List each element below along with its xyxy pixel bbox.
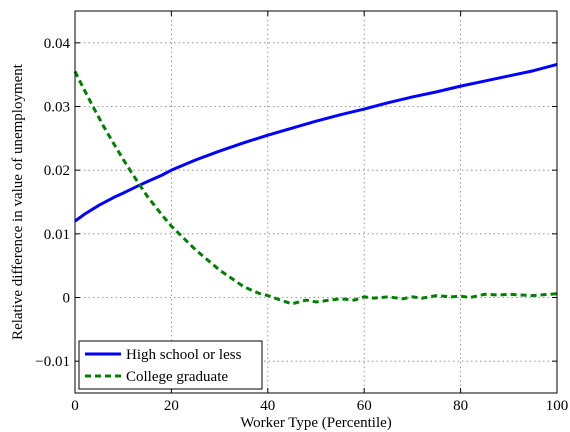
legend-box — [78, 340, 263, 390]
x-tick-label: 20 — [164, 398, 179, 414]
x-tick-label: 60 — [357, 398, 372, 414]
x-axis-label: Worker Type (Percentile) — [240, 415, 392, 431]
x-tick-label: 80 — [453, 398, 468, 414]
y-tick-label: 0.02 — [44, 163, 70, 179]
college-graduate-line — [73, 70, 558, 306]
legend-label-high-school: High school or less — [126, 347, 242, 363]
x-tick-label: 40 — [260, 398, 275, 414]
y-tick-label: 0.03 — [44, 100, 70, 116]
y-tick-label: 0 — [63, 291, 71, 307]
high-school-or-less-line — [74, 63, 558, 223]
legend-label-college: College graduate — [126, 369, 228, 385]
y-tick-label: 0.01 — [44, 227, 70, 243]
y-tick-label: 0.04 — [44, 36, 71, 52]
y-axis-label: Relative difference in value of unemploy… — [10, 63, 26, 340]
x-tick-label: 0 — [71, 398, 79, 414]
series-group — [73, 63, 558, 306]
y-tick-label: −0.01 — [35, 354, 70, 370]
plot-frame — [74, 10, 558, 394]
x-tick-label: 100 — [546, 398, 569, 414]
tick-labels: 0 20 40 60 80 100 −0.01 0 0.01 0.02 0.03 0.04 — [35, 36, 568, 414]
legend: High school or less College graduate — [78, 340, 263, 390]
